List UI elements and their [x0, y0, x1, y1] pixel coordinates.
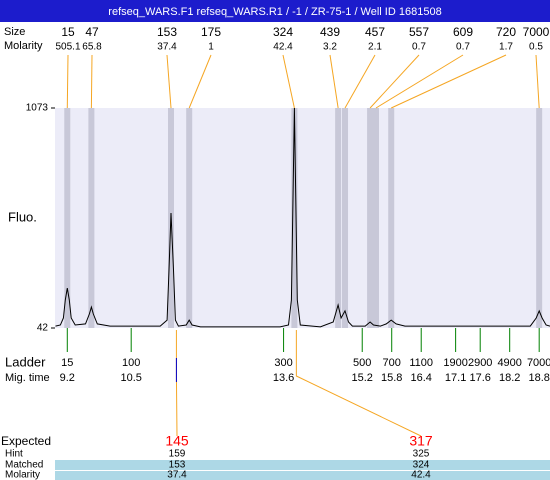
ladder-time: 10.5: [120, 372, 141, 384]
peak-connector: [66, 54, 69, 109]
peak-connector: [90, 54, 93, 109]
expected-connector: [175, 330, 178, 437]
peak-size: 557: [409, 25, 429, 39]
peak-connector: [391, 54, 507, 109]
peak-molarity: 65.8: [82, 42, 102, 53]
ladder-size: 7000: [527, 357, 550, 369]
peak-size: 153: [157, 25, 177, 39]
peak-band: [342, 108, 349, 328]
peak-size: 15: [61, 25, 75, 39]
peak-connector: [282, 54, 295, 109]
ladder-size: 1100: [409, 357, 433, 369]
table-value: 159: [169, 449, 186, 460]
ladder-size: 300: [274, 357, 292, 369]
table-value: 42.4: [411, 470, 431, 480]
peak-connector: [329, 54, 339, 109]
peak-molarity: 0.7: [412, 42, 426, 53]
row-label: Molarity: [5, 470, 40, 480]
ladder-time: 9.2: [60, 372, 75, 384]
table-value: 317: [409, 433, 433, 449]
table-value: 325: [413, 449, 430, 460]
peak-molarity: 0.7: [456, 42, 470, 53]
peak-molarity: 0.5: [529, 42, 543, 53]
ladder-time: 18.8: [528, 372, 549, 384]
peak-connector: [535, 54, 540, 109]
ladder-time: 18.2: [499, 372, 520, 384]
peak-size: 609: [453, 25, 473, 39]
y-tick-label: 42: [37, 323, 49, 334]
peak-molarity: 1.7: [499, 42, 513, 53]
peak-band: [367, 108, 374, 328]
peak-band: [536, 108, 543, 328]
ladder-time: 16.4: [411, 372, 432, 384]
row-label: Size: [4, 26, 25, 38]
peak-size: 7000: [523, 25, 550, 39]
peak-size: 175: [201, 25, 221, 39]
chart-title: refseq_WARS.F1 refseq_WARS.R1 / -1 / ZR-…: [108, 6, 441, 18]
peak-band: [186, 108, 193, 328]
ladder-size: 500: [353, 357, 371, 369]
peak-molarity: 505.1: [55, 42, 80, 53]
y-tick-label: 1073: [26, 103, 49, 114]
ladder-time: 15.2: [352, 372, 373, 384]
ladder-time: 13.6: [273, 372, 294, 384]
ladder-size: 2900: [468, 357, 492, 369]
peak-size: 47: [85, 25, 99, 39]
table-value: 37.4: [167, 470, 187, 480]
ladder-time: 15.8: [381, 372, 402, 384]
plot-area: [55, 108, 550, 328]
peak-molarity: 1: [208, 42, 214, 53]
peak-band: [64, 108, 71, 328]
peak-size: 324: [273, 25, 293, 39]
row-label: Ladder: [5, 354, 46, 369]
peak-connector: [369, 54, 420, 109]
peak-size: 720: [496, 25, 516, 39]
peak-connector: [375, 54, 464, 109]
peak-band: [291, 108, 298, 328]
peak-size: 439: [320, 25, 340, 39]
peak-connector: [188, 54, 212, 109]
peak-molarity: 37.4: [157, 42, 177, 53]
peak-band: [372, 108, 379, 328]
peak-molarity: 3.2: [323, 42, 337, 53]
row-label: Molarity: [4, 40, 43, 52]
ladder-size: 4900: [497, 357, 521, 369]
y-axis-label: Fluo.: [8, 209, 37, 224]
row-background: [55, 460, 550, 470]
ladder-size: 1900: [443, 357, 467, 369]
peak-band: [335, 108, 342, 328]
peak-connector: [344, 54, 376, 109]
peak-molarity: 42.4: [273, 42, 293, 53]
table-value: 153: [169, 460, 186, 471]
ladder-size: 100: [122, 357, 140, 369]
row-label: Mig. time: [5, 372, 50, 384]
peak-band: [388, 108, 395, 328]
peak-molarity: 2.1: [368, 42, 382, 53]
row-background: [55, 471, 550, 480]
peak-connector: [166, 54, 172, 109]
row-label: Expected: [1, 434, 51, 448]
header-bar: [0, 0, 550, 22]
peak-size: 457: [365, 25, 385, 39]
row-label: Matched: [5, 460, 43, 471]
ladder-time: 17.1: [445, 372, 466, 384]
ladder-size: 700: [383, 357, 401, 369]
table-value: 145: [165, 433, 189, 449]
peak-band: [88, 108, 95, 328]
table-value: 324: [413, 460, 430, 471]
trace-line: [55, 107, 550, 328]
row-label: Hint: [5, 449, 23, 460]
ladder-size: 15: [61, 357, 73, 369]
expected-connector: [295, 330, 422, 437]
ladder-time: 17.6: [469, 372, 490, 384]
